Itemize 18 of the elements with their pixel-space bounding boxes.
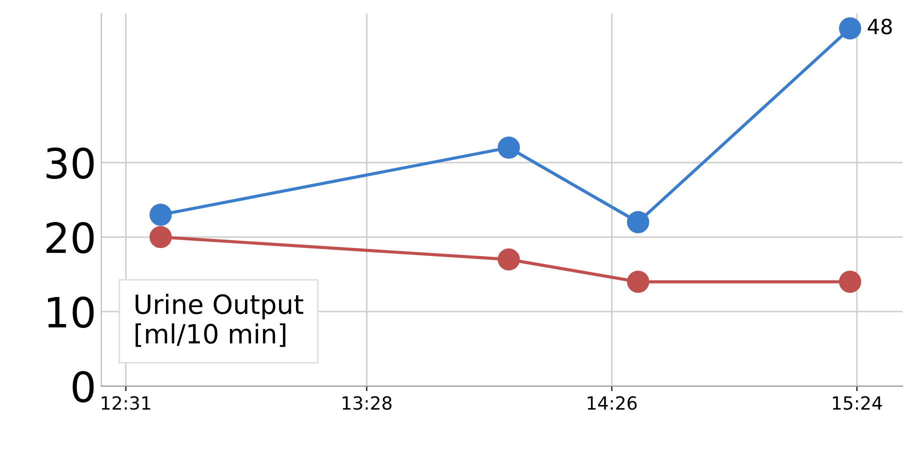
point bbox=[498, 248, 520, 271]
point bbox=[150, 204, 172, 226]
point bbox=[838, 17, 862, 40]
annotation: Urine Output [ml/10 min] bbox=[136, 294, 304, 347]
x-tick-label: 15:24 bbox=[832, 396, 882, 410]
y-tick-label: 20 bbox=[46, 222, 94, 254]
x-tick-label: 12:31 bbox=[102, 396, 150, 410]
y-tick-label: 30 bbox=[46, 147, 94, 179]
x-tick-label: 14:26 bbox=[588, 396, 637, 410]
point bbox=[150, 226, 172, 248]
point bbox=[627, 211, 650, 234]
y-tick-label: 10 bbox=[48, 296, 94, 328]
point bbox=[838, 270, 862, 293]
y-tick-label: 0 bbox=[72, 371, 94, 403]
point bbox=[498, 136, 520, 159]
x-tick-label: 13:28 bbox=[342, 396, 392, 410]
point bbox=[627, 270, 650, 293]
data-label: 48 bbox=[868, 18, 892, 34]
